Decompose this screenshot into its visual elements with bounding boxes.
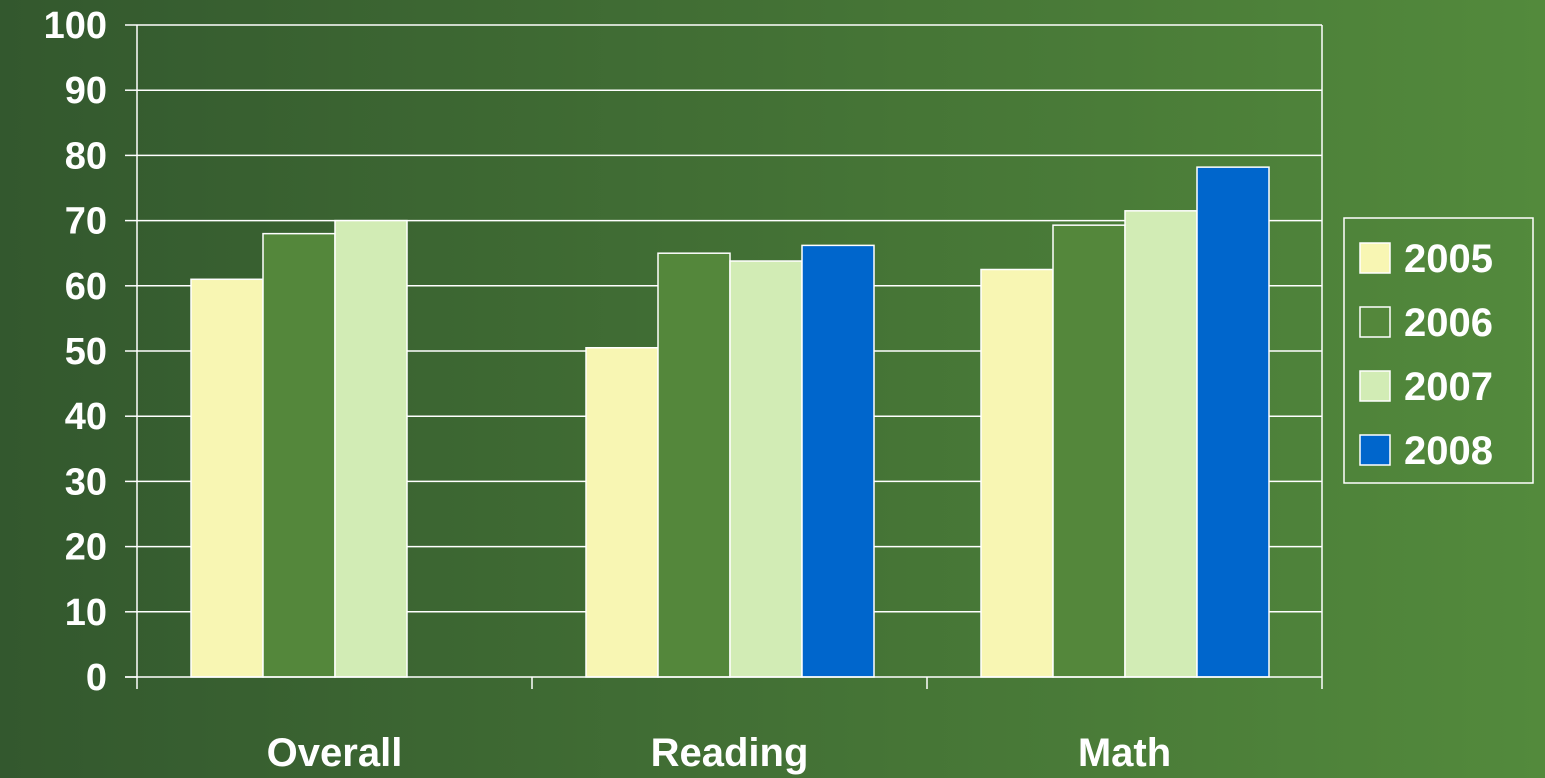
bar-reading-2006 <box>657 252 731 678</box>
bar-overall-2007 <box>334 219 408 678</box>
y-tick-label: 90 <box>65 70 107 112</box>
legend-swatch-2006[interactable] <box>1359 306 1391 338</box>
y-tick-label: 60 <box>65 266 107 308</box>
y-tick-label: 70 <box>65 201 107 243</box>
bar-math-2007 <box>1124 210 1198 678</box>
bar-reading-2005 <box>585 346 659 678</box>
bar-math-2008 <box>1196 166 1270 678</box>
bar-reading-2008 <box>801 244 875 678</box>
legend-label-2007[interactable]: 2007 <box>1404 365 1493 409</box>
bar-reading-2007 <box>729 260 803 678</box>
legend-swatch-2007[interactable] <box>1359 370 1391 402</box>
bar-overall-2006 <box>262 232 336 678</box>
y-axis-ticks: 0 10 20 30 40 50 60 70 80 90 100 <box>44 5 137 699</box>
y-tick-label: 30 <box>65 461 107 503</box>
y-tick-label: 40 <box>65 396 107 438</box>
y-tick-label: 20 <box>65 527 107 569</box>
x-category-label: Reading <box>651 731 809 775</box>
x-axis-categories: Overall Reading Math <box>267 731 1171 775</box>
legend-label-2005[interactable]: 2005 <box>1404 237 1493 281</box>
y-tick-label: 80 <box>65 135 107 177</box>
legend-label-2006[interactable]: 2006 <box>1404 301 1493 345</box>
bar-math-2005 <box>980 268 1054 678</box>
legend-swatch-2008[interactable] <box>1359 434 1391 466</box>
legend-swatch-2005[interactable] <box>1359 242 1391 274</box>
y-tick-label: 50 <box>65 331 107 373</box>
bars <box>190 166 1270 678</box>
y-tick-label: 100 <box>44 5 107 47</box>
bar-overall-2005 <box>190 278 264 678</box>
bar-math-2006 <box>1052 224 1126 678</box>
x-category-label: Overall <box>267 731 403 775</box>
x-category-label: Math <box>1078 731 1171 775</box>
y-tick-label: 10 <box>65 592 107 634</box>
legend[interactable]: 2005 2006 2007 2008 <box>1343 217 1534 484</box>
legend-box <box>1343 217 1534 484</box>
y-tick-label: 0 <box>86 657 107 699</box>
legend-label-2008[interactable]: 2008 <box>1404 429 1493 473</box>
